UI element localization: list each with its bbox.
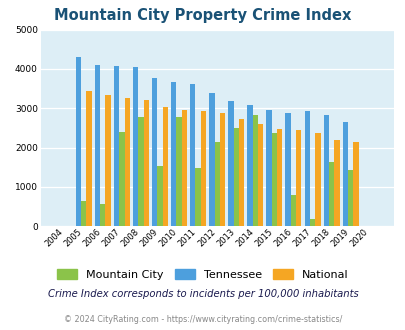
Bar bbox=[258, 124, 263, 226]
Bar bbox=[309, 219, 314, 226]
Bar bbox=[342, 122, 347, 226]
Bar bbox=[138, 117, 143, 226]
Bar bbox=[157, 166, 162, 226]
Text: Mountain City Property Crime Index: Mountain City Property Crime Index bbox=[54, 8, 351, 23]
Bar bbox=[151, 78, 157, 226]
Bar bbox=[352, 142, 358, 226]
Bar bbox=[190, 84, 195, 226]
Bar bbox=[171, 82, 176, 226]
Bar bbox=[176, 117, 181, 226]
Text: © 2024 CityRating.com - https://www.cityrating.com/crime-statistics/: © 2024 CityRating.com - https://www.city… bbox=[64, 315, 341, 324]
Bar bbox=[271, 133, 276, 226]
Bar bbox=[124, 98, 130, 226]
Bar bbox=[220, 113, 225, 226]
Bar bbox=[209, 93, 214, 226]
Bar bbox=[314, 133, 320, 226]
Bar bbox=[100, 205, 105, 226]
Bar bbox=[195, 168, 200, 226]
Bar bbox=[323, 115, 328, 226]
Bar bbox=[119, 132, 124, 226]
Bar bbox=[76, 57, 81, 226]
Bar bbox=[276, 129, 282, 226]
Bar bbox=[181, 110, 187, 226]
Legend: Mountain City, Tennessee, National: Mountain City, Tennessee, National bbox=[53, 265, 352, 284]
Bar bbox=[252, 115, 258, 226]
Bar bbox=[81, 201, 86, 226]
Bar bbox=[86, 90, 92, 226]
Bar bbox=[228, 101, 233, 226]
Bar bbox=[304, 111, 309, 226]
Bar bbox=[105, 95, 111, 226]
Bar bbox=[94, 65, 100, 226]
Bar bbox=[132, 67, 138, 226]
Text: Crime Index corresponds to incidents per 100,000 inhabitants: Crime Index corresponds to incidents per… bbox=[47, 289, 358, 299]
Bar bbox=[295, 130, 301, 226]
Bar bbox=[162, 107, 168, 226]
Bar bbox=[328, 162, 333, 226]
Bar bbox=[285, 113, 290, 226]
Bar bbox=[200, 111, 206, 226]
Bar bbox=[113, 66, 119, 226]
Bar bbox=[143, 100, 149, 226]
Bar bbox=[239, 119, 244, 226]
Bar bbox=[333, 140, 339, 226]
Bar bbox=[290, 195, 295, 226]
Bar bbox=[266, 110, 271, 226]
Bar bbox=[233, 128, 239, 226]
Bar bbox=[247, 105, 252, 226]
Bar bbox=[347, 170, 352, 226]
Bar bbox=[214, 143, 220, 226]
